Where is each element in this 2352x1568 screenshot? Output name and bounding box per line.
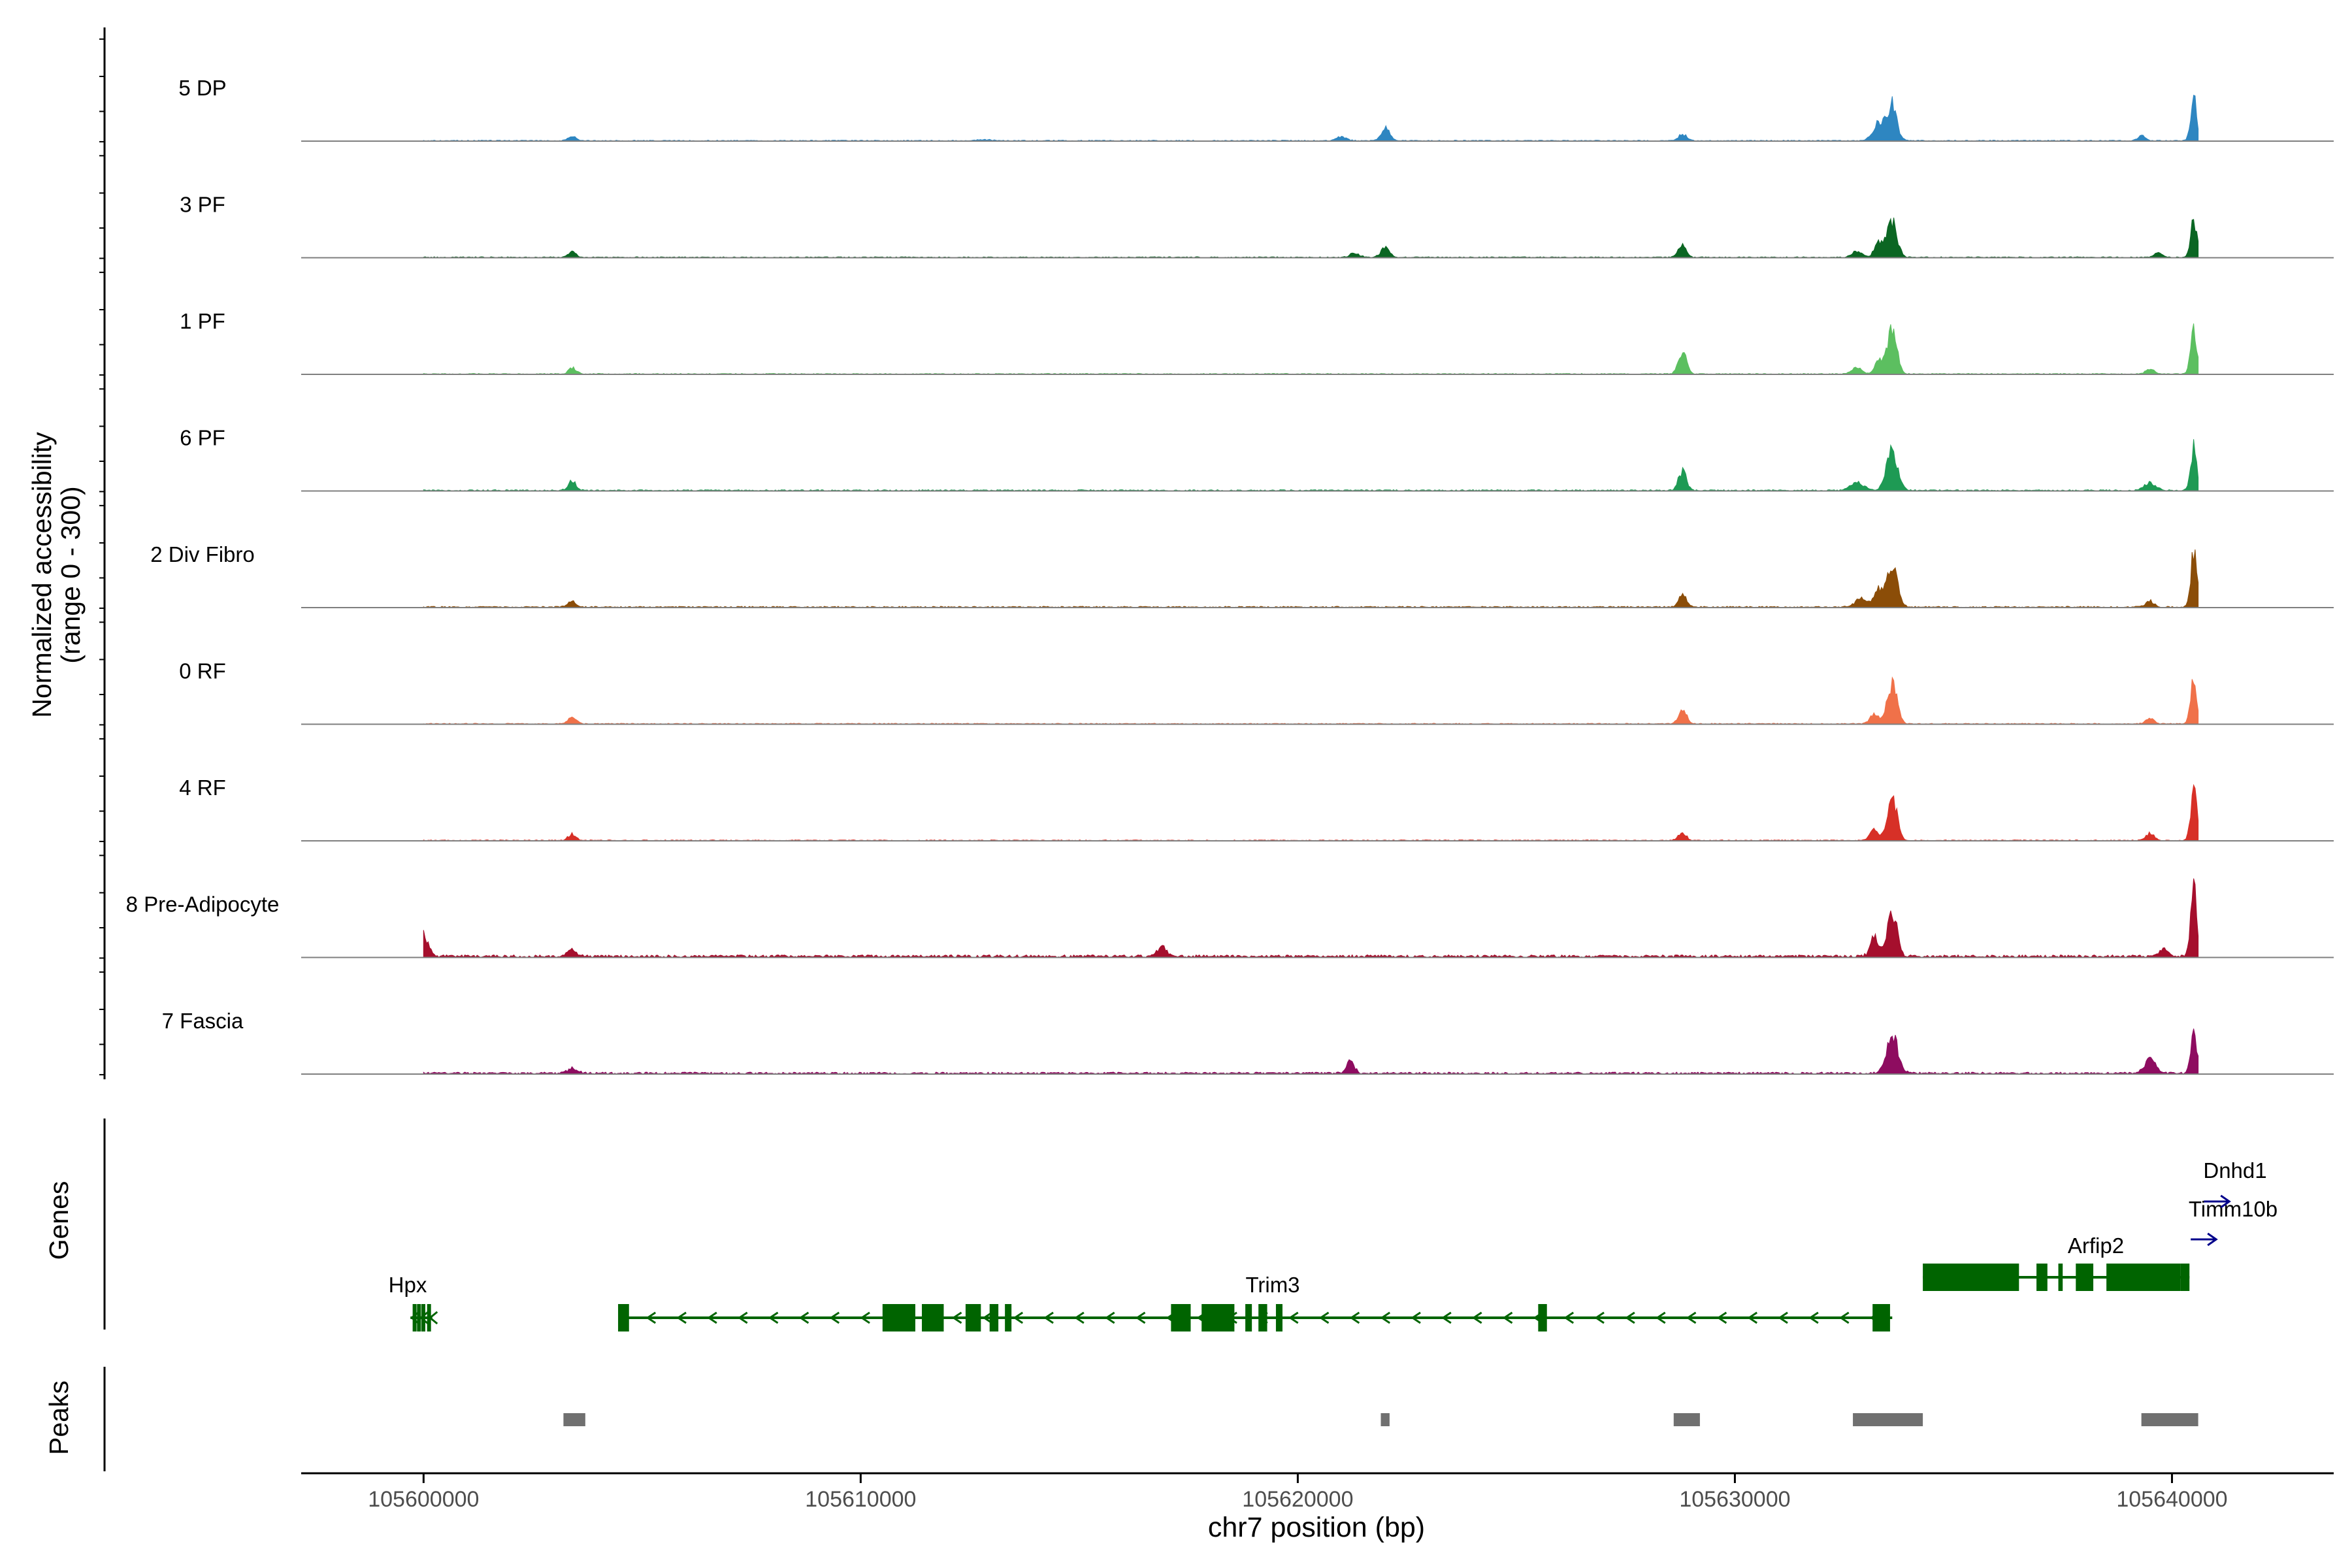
strand-arrow	[1747, 1311, 1758, 1324]
strand-arrow	[951, 1311, 962, 1324]
y-axis-label: Normalized accessibility	[27, 432, 57, 718]
gene-exon	[1245, 1304, 1252, 1331]
strand-arrow	[707, 1311, 717, 1324]
x-tick-label: 105600000	[368, 1487, 479, 1512]
track-label: 0 RF	[179, 659, 226, 683]
gene-exon	[1005, 1304, 1012, 1331]
strand-arrow	[1778, 1311, 1788, 1324]
gene-exon	[882, 1304, 915, 1331]
strand-arrow	[676, 1311, 687, 1324]
gene-exon	[965, 1304, 981, 1331]
gene-exon	[421, 1304, 425, 1331]
gene-exon	[1923, 1264, 2019, 1291]
strand-arrow	[738, 1311, 748, 1324]
gene-exon	[1258, 1304, 1267, 1331]
strand-arrow	[1380, 1311, 1391, 1324]
track-label: 5 DP	[178, 76, 226, 100]
coverage-area	[423, 1028, 2199, 1075]
gene-exon	[412, 1304, 417, 1331]
strand-arrow	[1411, 1311, 1421, 1324]
y-axis-label-range: (range 0 - 300)	[56, 486, 86, 663]
gene-exon	[2036, 1264, 2048, 1291]
gene-label: Trim3	[1245, 1273, 1299, 1297]
gene-exon	[1538, 1304, 1547, 1331]
gene-label: Arfip2	[2068, 1233, 2124, 1258]
strand-arrow	[1043, 1311, 1054, 1324]
strand-arrow	[1288, 1311, 1299, 1324]
strand-arrow	[1655, 1311, 1666, 1324]
track-label: 1 PF	[180, 309, 225, 333]
x-tick-label: 105610000	[805, 1487, 916, 1512]
peak-block	[2141, 1413, 2198, 1426]
gene-exon	[417, 1304, 421, 1331]
gene-exon	[2106, 1264, 2181, 1291]
peak-block	[1673, 1413, 1700, 1426]
tss-arrow-head	[2207, 1232, 2218, 1247]
strand-arrow	[1716, 1311, 1727, 1324]
gene-exon	[1171, 1304, 1191, 1331]
strand-arrow	[1318, 1311, 1330, 1324]
strand-arrow	[1013, 1311, 1024, 1324]
gene-exon	[2180, 1264, 2190, 1291]
strand-arrow	[1838, 1311, 1850, 1324]
strand-arrow	[1074, 1311, 1085, 1324]
strand-arrow	[1105, 1311, 1115, 1324]
track-label: 3 PF	[180, 193, 225, 217]
peak-block	[563, 1413, 585, 1426]
gene-label: Dnhd1	[2203, 1158, 2266, 1183]
strand-arrow	[860, 1311, 870, 1324]
gene-exon	[1201, 1304, 1235, 1331]
gene-exon	[618, 1304, 629, 1331]
peaks-panel-label: Peaks	[44, 1380, 74, 1455]
strand-arrow	[829, 1311, 840, 1324]
gene-exon	[1872, 1304, 1890, 1331]
peaks-track	[563, 1413, 2198, 1426]
strand-arrow	[1441, 1311, 1452, 1324]
gene-exon	[1275, 1304, 1282, 1331]
x-tick-label: 105630000	[1679, 1487, 1790, 1512]
coverage-area	[423, 439, 2199, 492]
x-axis-label: chr7 position (bp)	[1208, 1512, 1425, 1543]
gene-label: Timm10b	[2189, 1197, 2278, 1221]
strand-arrow	[1135, 1311, 1146, 1324]
strand-arrow	[645, 1311, 657, 1324]
track-label: 8 Pre-Adipocyte	[126, 892, 280, 917]
strand-arrow	[1471, 1311, 1482, 1324]
tss-arrow-head	[2220, 1194, 2231, 1209]
gene-exon	[427, 1304, 431, 1331]
strand-arrow	[1686, 1311, 1697, 1324]
peak-block	[1380, 1413, 1390, 1426]
strand-arrow	[798, 1311, 809, 1324]
strand-arrow	[1808, 1311, 1819, 1324]
x-tick-label: 105620000	[1242, 1487, 1353, 1512]
track-label: 2 Div Fibro	[150, 542, 255, 566]
strand-arrow	[1563, 1311, 1575, 1324]
gene-exon	[922, 1304, 944, 1331]
strand-arrow	[1349, 1311, 1360, 1324]
gene-exon	[2076, 1264, 2094, 1291]
coverage-area	[423, 878, 2199, 958]
x-tick-label: 105640000	[2116, 1487, 2227, 1512]
left-axis-group	[99, 27, 106, 1471]
gene-exon	[989, 1304, 999, 1331]
track-label: 4 RF	[179, 776, 226, 800]
track-label: 7 Fascia	[162, 1009, 244, 1033]
strand-arrow	[768, 1311, 779, 1324]
gene-exon	[2058, 1264, 2063, 1291]
strand-arrow	[1625, 1311, 1635, 1324]
coverage-tracks: 5 DP 3 PF 1 PF 6 PF 2 Div Fibro 0 RF 4 RF 8 Pre…	[126, 76, 2334, 1075]
x-axis-ticks: 105600000 105610000 105620000 105630000 1056…	[368, 1473, 2228, 1512]
gene-annotation-track: Hpx Trim3 Arfip2 Timm10b Dnhd1	[389, 1158, 2278, 1331]
gene-label: Hpx	[389, 1273, 427, 1297]
strand-arrow	[982, 1311, 993, 1324]
genes-panel-label: Genes	[44, 1181, 74, 1260]
peak-block	[1853, 1413, 1923, 1426]
strand-arrow	[1502, 1311, 1513, 1324]
strand-arrow	[1594, 1311, 1605, 1324]
track-label: 6 PF	[180, 426, 225, 450]
